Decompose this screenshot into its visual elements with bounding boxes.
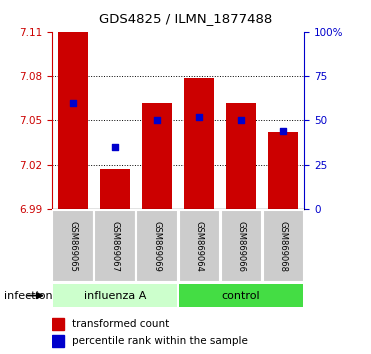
Bar <box>226 103 256 209</box>
Text: GSM869065: GSM869065 <box>69 221 78 272</box>
Point <box>238 118 244 123</box>
FancyBboxPatch shape <box>52 210 93 282</box>
Point <box>280 128 286 134</box>
Text: GSM869066: GSM869066 <box>237 221 246 272</box>
Text: GSM869068: GSM869068 <box>279 221 288 272</box>
Bar <box>100 169 130 209</box>
Text: transformed count: transformed count <box>72 319 169 329</box>
Point <box>154 118 160 123</box>
Text: control: control <box>222 291 260 301</box>
FancyBboxPatch shape <box>53 285 177 307</box>
Text: percentile rank within the sample: percentile rank within the sample <box>72 336 247 346</box>
FancyBboxPatch shape <box>178 210 220 282</box>
Bar <box>142 103 172 209</box>
FancyBboxPatch shape <box>94 210 136 282</box>
Bar <box>184 78 214 209</box>
Text: GSM869064: GSM869064 <box>195 221 204 272</box>
Point <box>112 144 118 150</box>
FancyBboxPatch shape <box>137 210 178 282</box>
FancyBboxPatch shape <box>220 210 262 282</box>
Point <box>196 114 202 120</box>
Bar <box>52 335 64 347</box>
Point <box>70 100 76 105</box>
Text: infection: infection <box>4 291 52 301</box>
Text: influenza A: influenza A <box>84 291 146 301</box>
FancyBboxPatch shape <box>179 285 303 307</box>
FancyBboxPatch shape <box>263 210 304 282</box>
Text: GSM869069: GSM869069 <box>152 221 161 272</box>
Bar <box>52 318 64 330</box>
Bar <box>58 32 88 209</box>
Bar <box>269 132 298 209</box>
Text: GSM869067: GSM869067 <box>111 221 119 272</box>
Text: GDS4825 / ILMN_1877488: GDS4825 / ILMN_1877488 <box>99 12 272 25</box>
